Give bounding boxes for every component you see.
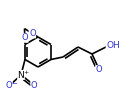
Text: O: O	[31, 80, 37, 89]
Text: O: O	[6, 81, 12, 90]
Text: O: O	[96, 65, 102, 74]
Text: −: −	[12, 80, 18, 86]
Text: O: O	[21, 33, 28, 42]
Text: OH: OH	[106, 42, 120, 50]
Text: +: +	[23, 69, 28, 74]
Text: O: O	[29, 29, 36, 38]
Text: N: N	[18, 70, 24, 79]
